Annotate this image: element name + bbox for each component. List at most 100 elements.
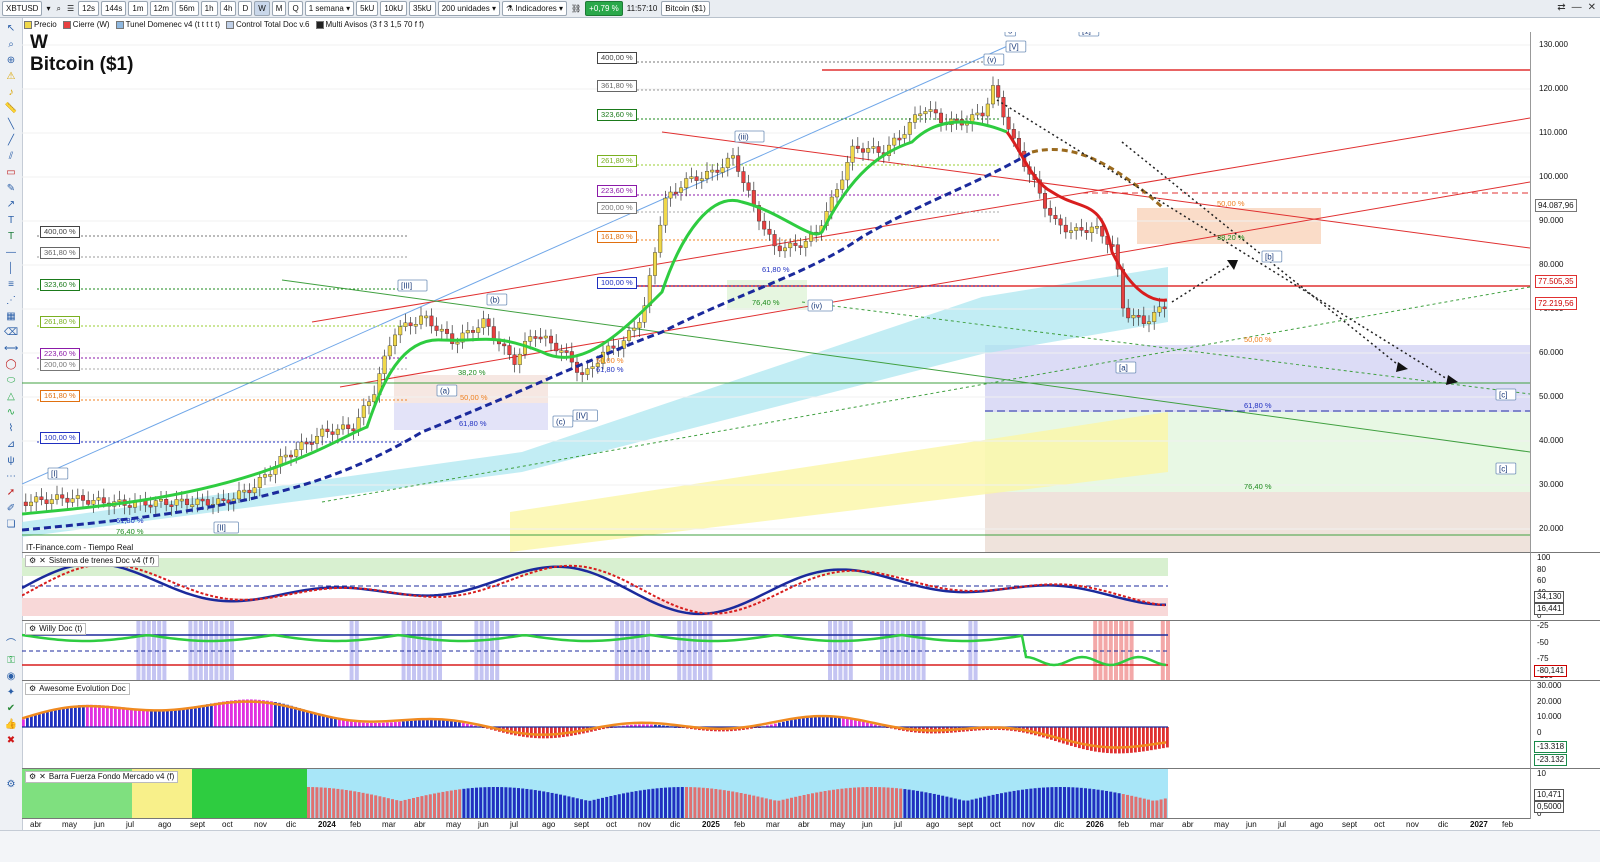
time-tick: jul bbox=[126, 820, 135, 829]
price-chart[interactable]: [I] [II] [III] [IV] (a) (b) (c) (iii) (iv) (v) [V]… bbox=[22, 32, 1530, 552]
unit-5ku-button[interactable]: 5kU bbox=[356, 1, 379, 16]
gear-icon[interactable]: ⚙ bbox=[29, 556, 37, 565]
link-icon[interactable]: ⛓ bbox=[571, 4, 582, 13]
channel-icon[interactable]: ⫽ bbox=[8, 151, 14, 162]
ruler-icon[interactable]: 📏 bbox=[4, 103, 18, 114]
layers-icon[interactable]: ❏ bbox=[6, 519, 16, 530]
line-down-icon[interactable]: ╲ bbox=[7, 119, 15, 130]
wave-icon[interactable]: ∿ bbox=[6, 407, 16, 418]
panel-willy[interactable]: ⚙ Willy Doc (t) bbox=[21, 620, 1530, 681]
legend-item-price[interactable]: Precio bbox=[24, 20, 57, 29]
dropdown-icon[interactable]: ▾ bbox=[46, 4, 51, 13]
delete-icon[interactable]: ✖ bbox=[6, 735, 16, 746]
brush-icon[interactable]: ✐ bbox=[6, 503, 16, 514]
unit-10ku-button[interactable]: 10kU bbox=[380, 1, 408, 16]
legend-item-close[interactable]: Cierre (W) bbox=[62, 20, 110, 29]
gear-icon[interactable]: ⚙ bbox=[29, 684, 37, 693]
thumbs-up-icon[interactable]: 👍 bbox=[4, 719, 18, 730]
panel-awesome[interactable]: ⚙ Awesome Evolution Doc bbox=[21, 680, 1530, 769]
cursor-icon[interactable]: ↖ bbox=[6, 23, 16, 34]
interval-12s[interactable]: 12s bbox=[78, 1, 100, 16]
fib-fan-icon[interactable]: ⋰ bbox=[6, 295, 16, 306]
interval-1m[interactable]: 1m bbox=[128, 1, 148, 16]
fibonacci-icon[interactable]: ≡ bbox=[8, 279, 14, 290]
arrow-red-icon[interactable]: ➚ bbox=[6, 487, 16, 498]
units-select[interactable]: 200 unidades ▾ bbox=[437, 1, 500, 16]
trendline-red-down bbox=[661, 131, 1530, 249]
gear-icon[interactable]: ⚙ bbox=[29, 772, 37, 781]
list-icon[interactable]: ☰ bbox=[66, 4, 75, 13]
alert-icon[interactable]: ⚠ bbox=[6, 71, 16, 82]
candle bbox=[637, 321, 642, 329]
gear-icon[interactable]: ⚙ bbox=[29, 624, 37, 633]
price-axis[interactable]: 130.000 120.000 110.000 100.000 90.000 80.000… bbox=[1530, 32, 1600, 552]
check-icon[interactable]: ✔ bbox=[6, 703, 16, 714]
wave-labels: [I] [II] [III] [IV] (a) (b) (c) (iii) (iv) (v) [V]… bbox=[47, 32, 1517, 534]
interval-W[interactable]: W bbox=[254, 1, 270, 16]
sync-icon[interactable]: ⇄ bbox=[1557, 2, 1566, 13]
pitchfork-icon[interactable]: ψ bbox=[7, 455, 15, 466]
interval-D[interactable]: D bbox=[238, 1, 253, 16]
legend-item-tunel[interactable]: Tunel Domenec v4 (t t t t t) bbox=[115, 20, 220, 29]
search-icon[interactable]: ⌕ bbox=[8, 39, 14, 50]
legend-item-control[interactable]: Control Total Doc v.6 bbox=[225, 20, 310, 29]
close-icon[interactable]: ✕ bbox=[39, 556, 46, 565]
ellipse-icon[interactable]: ⬭ bbox=[6, 375, 16, 386]
measure-icon[interactable]: ⟷ bbox=[4, 343, 19, 354]
panel-barra[interactable]: ⚙ ✕ Barra Fuerza Fondo Mercado v4 (f) bbox=[22, 768, 1530, 819]
willy-plot bbox=[21, 621, 1170, 681]
indicators-button[interactable]: ⚗ Indicadores ▾ bbox=[502, 1, 568, 16]
time-tick: may bbox=[62, 820, 78, 829]
candlesticks bbox=[23, 76, 1167, 516]
interval-4h[interactable]: 4h bbox=[219, 1, 237, 16]
interval-Q[interactable]: Q bbox=[288, 1, 303, 16]
text-green-icon[interactable]: T bbox=[7, 231, 15, 242]
line-up-icon[interactable]: ╱ bbox=[7, 135, 15, 146]
cycle-icon[interactable]: ⌇ bbox=[8, 423, 14, 434]
magnet-icon[interactable]: ⌒ bbox=[6, 639, 16, 650]
search-symbol-icon[interactable]: ⌕ bbox=[56, 3, 61, 13]
minimize-icon[interactable]: — bbox=[1571, 2, 1582, 13]
close-icon[interactable]: ✕ bbox=[1587, 2, 1596, 13]
trenes-header[interactable]: ⚙ ✕ Sistema de trenes Doc v4 (f f) bbox=[25, 555, 159, 567]
lock-icon[interactable]: ⚿ bbox=[7, 655, 15, 666]
barra-header[interactable]: ⚙ ✕ Barra Fuerza Fondo Mercado v4 (f) bbox=[25, 771, 179, 783]
unit-35ku-button[interactable]: 35kU bbox=[409, 1, 436, 16]
speed-lines-icon[interactable]: ⋯ bbox=[6, 471, 16, 482]
gann-icon[interactable]: ⊿ bbox=[6, 439, 16, 450]
eraser-icon[interactable]: ⌫ bbox=[4, 327, 19, 338]
horizontal-line-icon[interactable]: ― bbox=[6, 247, 16, 258]
fib-label: 261,80 % bbox=[40, 316, 80, 328]
period-select[interactable]: 1 semana ▾ bbox=[304, 1, 355, 16]
willy-header[interactable]: ⚙ Willy Doc (t) bbox=[25, 623, 87, 635]
legend-item-avisos[interactable]: Multi Avisos (3 f 3 1,5 70 f f) bbox=[315, 20, 424, 29]
awesome-header[interactable]: ⚙ Awesome Evolution Doc bbox=[25, 683, 130, 695]
star-icon[interactable]: ✦ bbox=[6, 687, 16, 698]
candle bbox=[809, 234, 814, 242]
close-icon[interactable]: ✕ bbox=[39, 772, 46, 781]
vertical-line-icon[interactable]: │ bbox=[7, 263, 15, 274]
arrow-line-icon[interactable]: ↗ bbox=[6, 199, 16, 210]
settings-icon[interactable]: ⚙ bbox=[6, 779, 16, 790]
triangle-icon[interactable]: △ bbox=[7, 391, 15, 402]
panel-trenes[interactable]: ⚙ ✕ Sistema de trenes Doc v4 (f f) bbox=[21, 552, 1530, 621]
axis-tick: 80 bbox=[1537, 564, 1546, 574]
pencil-icon[interactable]: ✎ bbox=[6, 183, 16, 194]
interval-144s[interactable]: 144s bbox=[101, 1, 127, 16]
interval-56m[interactable]: 56m bbox=[175, 1, 199, 16]
symbol-field[interactable]: XBTUSD bbox=[2, 1, 43, 16]
circle-icon[interactable]: ◯ bbox=[5, 359, 17, 370]
interval-M[interactable]: M bbox=[271, 1, 287, 16]
bell-icon[interactable]: ♪ bbox=[8, 87, 14, 98]
rectangle-icon[interactable]: ▭ bbox=[6, 167, 16, 178]
time-tick: sept bbox=[574, 820, 590, 829]
grid-icon[interactable]: ▦ bbox=[6, 311, 16, 322]
interval-1h[interactable]: 1h bbox=[200, 1, 218, 16]
text-icon[interactable]: T bbox=[7, 215, 15, 226]
interval-12m[interactable]: 12m bbox=[149, 1, 174, 16]
tunel-swatch-icon bbox=[115, 20, 124, 29]
time-axis[interactable]: abr may jun jul ago sept oct nov dic 2024 feb mar ab… bbox=[22, 818, 1530, 831]
visibility-icon[interactable]: ◉ bbox=[6, 671, 16, 682]
zoom-icon[interactable]: ⊕ bbox=[6, 55, 16, 66]
candle bbox=[361, 405, 366, 418]
